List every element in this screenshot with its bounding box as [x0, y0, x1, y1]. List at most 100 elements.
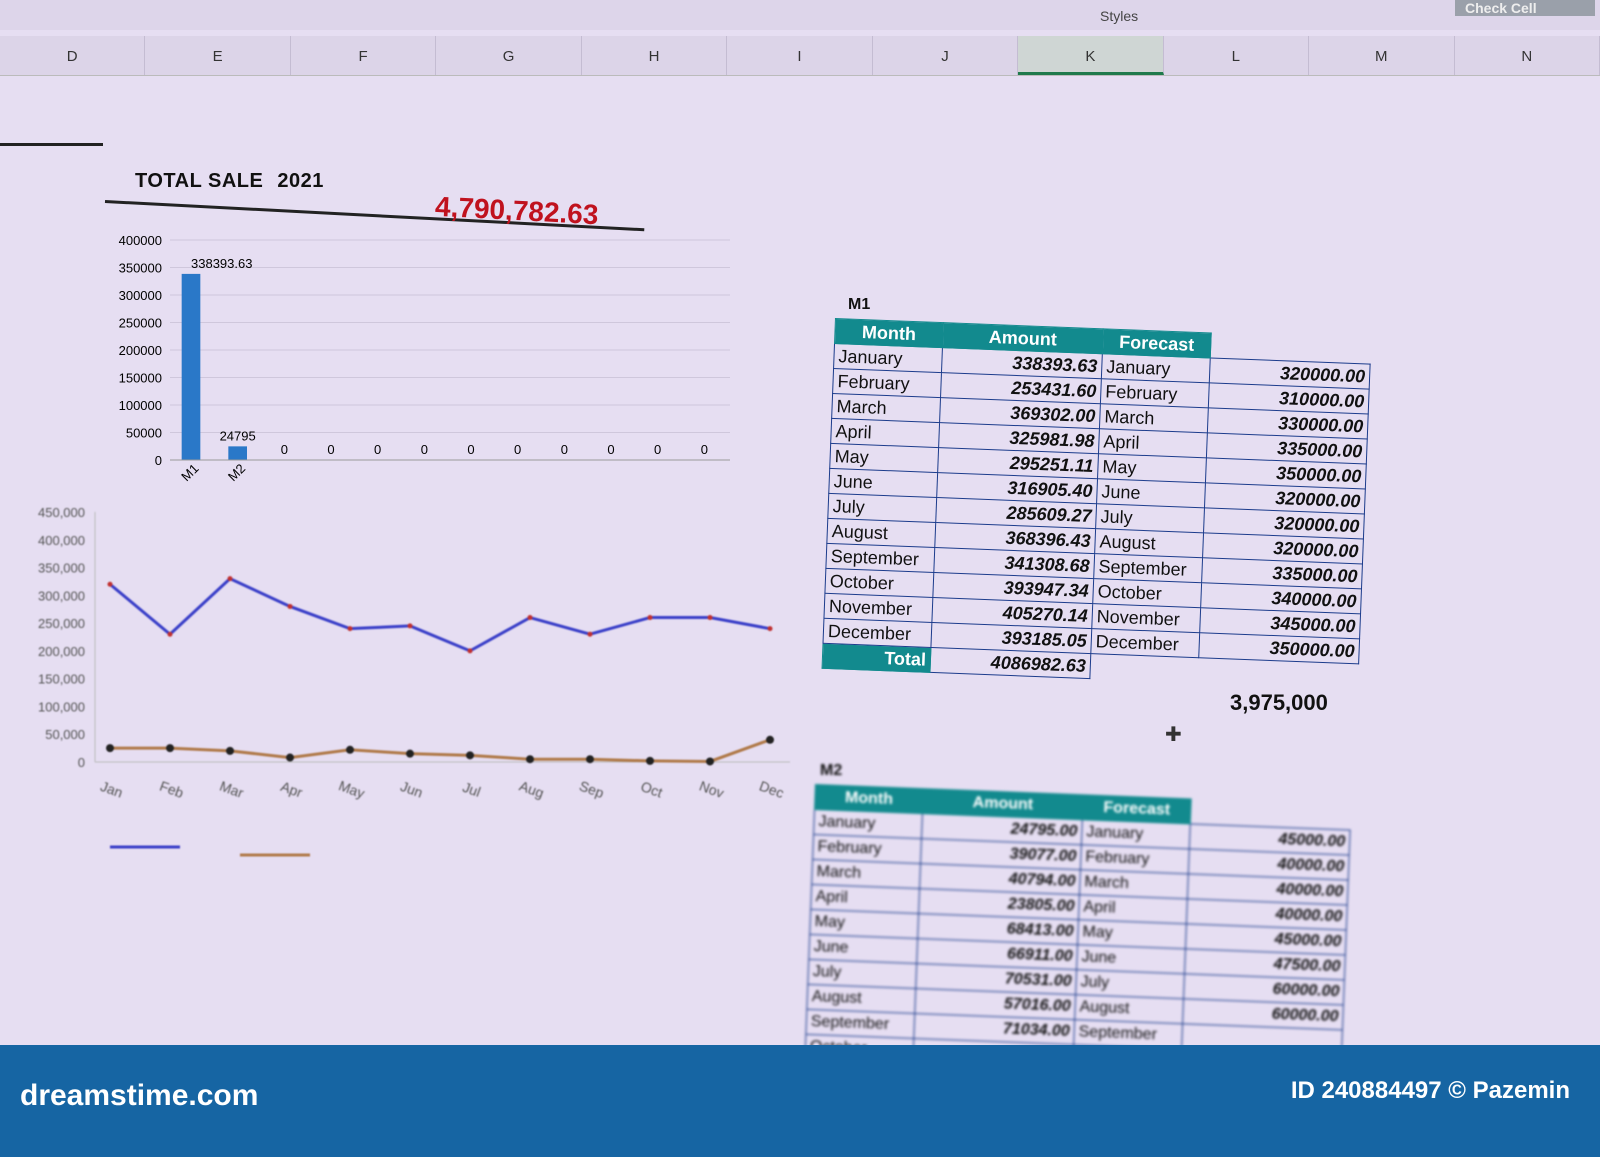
- data-point: [166, 744, 174, 753]
- x-tick-label: M2: [225, 461, 248, 484]
- data-label: 0: [467, 442, 474, 457]
- x-tick-label: Jan: [98, 778, 125, 801]
- y-tick-label: 100000: [119, 398, 162, 413]
- data-point: [526, 755, 534, 764]
- data-point: [647, 615, 653, 621]
- column-header-N[interactable]: N: [1455, 36, 1600, 75]
- m1-table: Month Amount Forecast January 338393.63 Janua…: [822, 318, 1372, 689]
- data-point: [406, 749, 414, 758]
- data-point: [227, 576, 233, 582]
- y-tick-label: 400,000: [38, 533, 85, 548]
- column-header-D[interactable]: D: [0, 36, 146, 75]
- y-tick-label: 50,000: [45, 727, 85, 742]
- y-tick-label: 250000: [119, 316, 162, 331]
- series-line: [110, 738, 771, 763]
- data-point: [466, 751, 474, 760]
- data-point: [107, 581, 113, 587]
- line-chart[interactable]: 0 50,000 100,000 150,000 200,000 250,000 300,0…: [10, 500, 800, 880]
- cell-cursor-icon: ✚: [1165, 724, 1182, 746]
- y-tick-label: 100,000: [38, 699, 85, 714]
- data-point: [226, 746, 234, 755]
- title-year: 2021: [277, 170, 324, 192]
- y-tick-label: 400000: [119, 233, 162, 248]
- data-point: [707, 615, 713, 621]
- y-tick-label: 200000: [119, 343, 162, 358]
- x-tick-label: Oct: [639, 778, 665, 801]
- column-header-J[interactable]: J: [873, 36, 1019, 75]
- column-header-E[interactable]: E: [145, 36, 291, 75]
- bar: [181, 273, 201, 460]
- data-point: [766, 735, 774, 744]
- y-tick-label: 300000: [119, 288, 162, 303]
- data-label: 0: [607, 442, 614, 457]
- x-tick-label: Mar: [218, 778, 246, 801]
- data-label: 0: [374, 442, 381, 457]
- bar-chart[interactable]: 0 50000 100000 150000 200000 250000 300000 3500…: [95, 220, 755, 510]
- x-tick-label: Jul: [461, 779, 483, 800]
- data-label: 0: [654, 442, 661, 457]
- image-credit: ID 240884497 © Pazemin: [1290, 1077, 1570, 1104]
- x-tick-label: Jun: [398, 778, 425, 801]
- data-label: 0: [421, 442, 428, 457]
- forecast-total: 3,975,000: [1230, 690, 1328, 715]
- data-point: [346, 745, 354, 754]
- y-tick-label: 300,000: [38, 588, 85, 603]
- y-tick-label: 50000: [126, 426, 162, 441]
- data-point: [467, 648, 473, 654]
- total-amount[interactable]: 4086982.63: [929, 647, 1091, 679]
- y-tick-label: 150,000: [38, 672, 85, 687]
- data-point: [407, 623, 413, 629]
- m2-label: M2: [820, 762, 843, 779]
- data-label: 0: [561, 442, 568, 457]
- x-tick-label: M1: [178, 461, 201, 484]
- column-header-I[interactable]: I: [727, 36, 873, 75]
- data-point: [167, 631, 173, 637]
- y-tick-label: 350000: [119, 261, 162, 276]
- watermark-footer: dreamstime.com ID 240884497 © Pazemin: [0, 1045, 1600, 1157]
- data-label: 24795: [220, 428, 256, 443]
- y-tick-label: 0: [155, 453, 162, 468]
- title-text: TOTAL SALE: [135, 170, 264, 192]
- x-tick-label: Feb: [158, 778, 186, 801]
- styles-group-label: Styles: [1100, 8, 1139, 24]
- y-tick-label: 250,000: [38, 616, 85, 631]
- data-point: [347, 626, 353, 632]
- data-point: [646, 756, 654, 765]
- x-tick-label: May: [337, 777, 367, 801]
- data-point: [767, 626, 773, 632]
- watermark-logo: dreamstime.com: [20, 1079, 259, 1112]
- data-label: 0: [514, 442, 521, 457]
- total-label[interactable]: Total: [822, 643, 931, 673]
- data-label: 0: [281, 442, 288, 457]
- y-tick-label: 450,000: [38, 505, 85, 520]
- cell-border: [0, 143, 103, 146]
- y-tick-label: 350,000: [38, 561, 85, 576]
- x-tick-label: Apr: [279, 778, 305, 801]
- column-header-L[interactable]: L: [1164, 36, 1310, 75]
- y-tick-label: 0: [78, 755, 85, 770]
- column-header-M[interactable]: M: [1309, 36, 1455, 75]
- x-tick-label: Dec: [757, 778, 786, 802]
- data-point: [527, 615, 533, 621]
- bar: [228, 446, 247, 460]
- y-tick-label: 200,000: [38, 644, 85, 659]
- data-point: [706, 757, 714, 766]
- column-header-K[interactable]: K: [1018, 36, 1164, 75]
- forecast-month-cell[interactable]: December: [1090, 628, 1200, 658]
- data-point: [587, 631, 593, 637]
- forecast-value-cell[interactable]: 350000.00: [1198, 632, 1360, 664]
- column-header-H[interactable]: H: [582, 36, 728, 75]
- x-tick-label: Sep: [577, 778, 606, 802]
- column-header-F[interactable]: F: [291, 36, 437, 75]
- data-point: [287, 603, 293, 609]
- ribbon: Styles Check Cell: [0, 0, 1600, 30]
- data-label: 338393.63: [191, 256, 252, 271]
- page-title: TOTAL SALE 2021: [135, 170, 324, 193]
- series-line: [109, 576, 771, 653]
- column-header-G[interactable]: G: [436, 36, 582, 75]
- check-cell-style-button[interactable]: Check Cell: [1455, 0, 1595, 16]
- y-tick-label: 150000: [119, 371, 162, 386]
- x-tick-label: Nov: [697, 778, 726, 802]
- data-point: [106, 744, 114, 753]
